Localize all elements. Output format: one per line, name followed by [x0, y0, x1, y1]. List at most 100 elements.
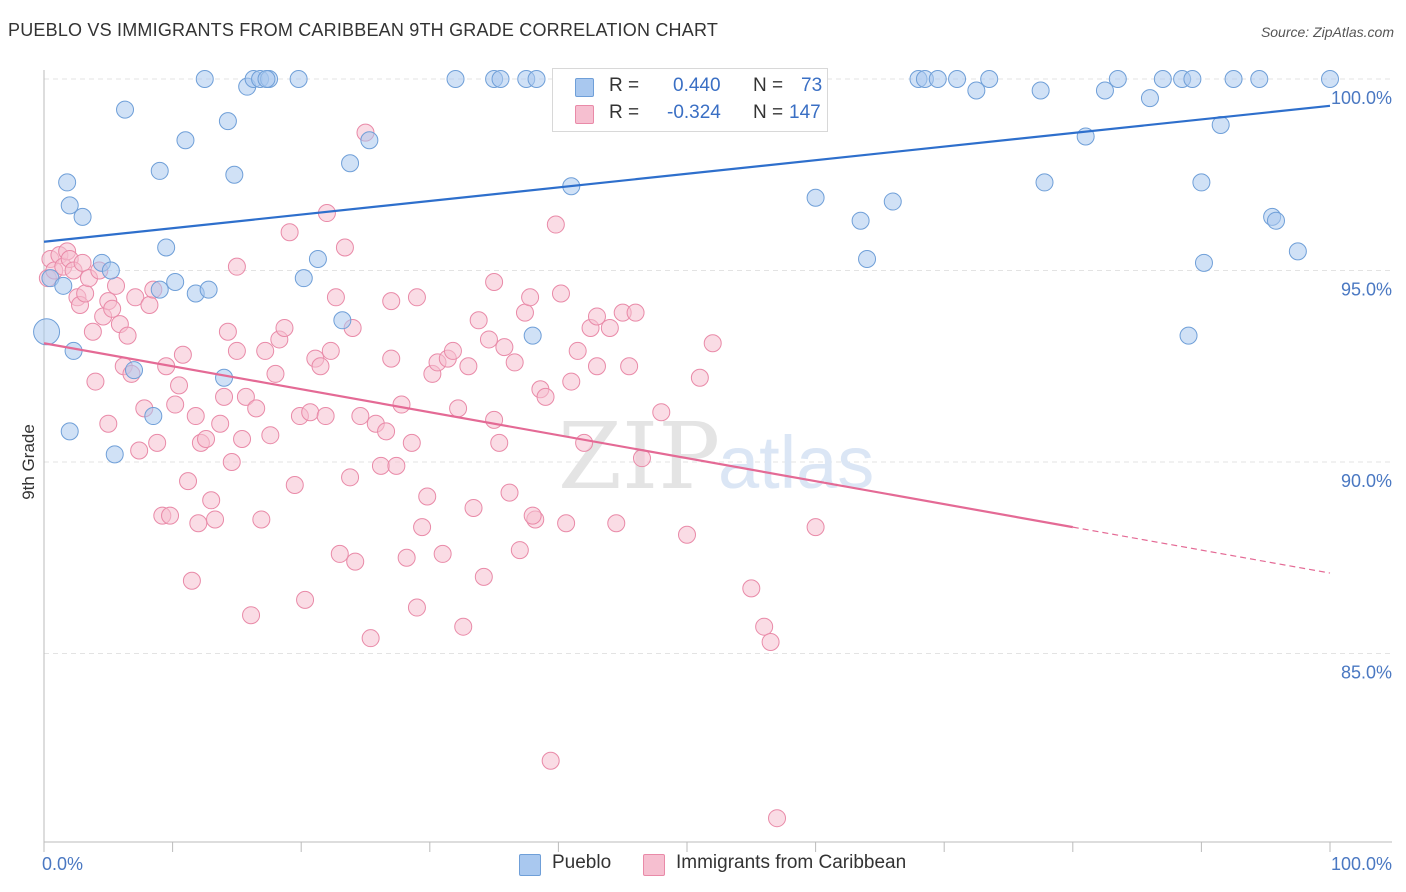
caribbean-point: [652, 403, 671, 422]
caribbean-point: [197, 430, 216, 449]
carib-points: [38, 70, 825, 828]
caribbean-point: [330, 544, 349, 563]
caribbean-point: [182, 571, 201, 590]
pueblo-point: [1108, 70, 1127, 88]
caribbean-point: [148, 433, 167, 452]
caribbean-point: [247, 399, 266, 418]
caribbean-trend-line: [43, 342, 1073, 529]
x-tick-label-min: 0.0%: [42, 854, 83, 874]
caribbean-point: [256, 341, 275, 360]
caribbean-point: [266, 364, 285, 383]
caribbean-point: [316, 407, 335, 426]
caribbean-point: [557, 514, 576, 533]
pueblo-point: [64, 341, 83, 360]
caribbean-point: [500, 483, 519, 502]
caribbean-point: [311, 357, 330, 376]
pueblo-point: [54, 276, 73, 295]
caribbean-point: [341, 468, 360, 487]
pueblo-point: [967, 81, 986, 100]
caribbean-point: [227, 257, 246, 276]
pueblo-point: [1140, 89, 1159, 108]
caribbean-trend-extension: [1072, 526, 1331, 574]
y-tick-label: 100.0%: [1331, 88, 1392, 108]
pueblo-point: [333, 311, 352, 330]
legend-n-label: N =: [753, 75, 784, 96]
caribbean-point: [206, 510, 225, 529]
caribbean-point: [523, 506, 542, 525]
caribbean-point: [173, 345, 192, 364]
pueblo-point: [150, 161, 169, 180]
caribbean-point: [301, 403, 320, 422]
pueblo-point: [527, 70, 546, 88]
caribbean-point: [275, 318, 294, 337]
pueblo-point: [195, 70, 214, 88]
caribbean-point: [261, 426, 280, 445]
pueblo-points: [33, 70, 1339, 464]
caribbean-point: [433, 544, 452, 563]
caribbean-point: [377, 422, 396, 441]
caribbean-point: [218, 322, 237, 341]
caribbean-point: [515, 303, 534, 322]
caribbean-point: [326, 288, 345, 307]
caribbean-point: [335, 238, 354, 257]
caribbean-point: [186, 407, 205, 426]
caribbean-point: [382, 349, 401, 368]
caribbean-point: [227, 341, 246, 360]
trend-lines: [43, 104, 1331, 574]
caribbean-point: [402, 433, 421, 452]
caribbean-legend-swatch: [643, 854, 665, 876]
caribbean-point: [211, 414, 230, 433]
pueblo-point: [523, 326, 542, 345]
caribbean-point: [215, 387, 234, 406]
legend-r-value: 0.440: [673, 75, 721, 96]
pueblo-point: [1095, 81, 1114, 100]
pueblo-point: [150, 280, 169, 299]
caribbean-point: [392, 395, 411, 414]
caribbean-point: [546, 215, 565, 234]
caribbean-point: [126, 288, 145, 307]
pueblo-point: [218, 112, 237, 131]
pueblo-point: [851, 211, 870, 230]
caribbean-point: [222, 453, 241, 471]
caribbean-point: [252, 510, 271, 529]
caribbean-legend-label: Immigrants from Caribbean: [676, 852, 907, 873]
pueblo-point: [883, 192, 902, 211]
caribbean-point: [761, 633, 780, 652]
caribbean-point: [443, 341, 462, 360]
pueblo-point: [125, 361, 144, 380]
pueblo-point: [491, 70, 510, 88]
caribbean-point: [454, 617, 473, 636]
pueblo-point: [1224, 70, 1243, 88]
caribbean-point: [161, 506, 180, 525]
caribbean-point: [107, 276, 126, 295]
caribbean-point: [703, 334, 722, 353]
caribbean-point: [536, 387, 555, 406]
pueblo-point: [1288, 242, 1307, 261]
caribbean-point: [449, 399, 468, 418]
caribbean-point: [236, 387, 255, 406]
caribbean-point: [413, 518, 432, 537]
caribbean-point: [541, 751, 560, 770]
caribbean-point: [459, 357, 478, 376]
caribbean-point: [806, 518, 825, 537]
caribbean-point: [678, 525, 696, 544]
pueblo-point: [116, 100, 135, 119]
pueblo-point: [1183, 70, 1202, 88]
caribbean-point: [280, 223, 299, 242]
pueblo-point: [928, 70, 947, 88]
caribbean-point: [361, 629, 380, 648]
caribbean-point: [83, 322, 102, 341]
caribbean-point: [607, 514, 626, 533]
pueblo-legend-swatch: [519, 854, 541, 876]
pueblo-point: [105, 445, 124, 464]
pueblo-point: [215, 368, 234, 387]
caribbean-point: [189, 514, 208, 533]
caribbean-point: [510, 541, 529, 560]
legend-n-value: 147: [789, 102, 821, 123]
pueblo-point: [858, 250, 877, 269]
pueblo-point: [806, 188, 825, 207]
caribbean-point: [296, 590, 315, 609]
pueblo-point: [294, 269, 313, 288]
x-tick-label-max: 100.0%: [1331, 854, 1392, 874]
